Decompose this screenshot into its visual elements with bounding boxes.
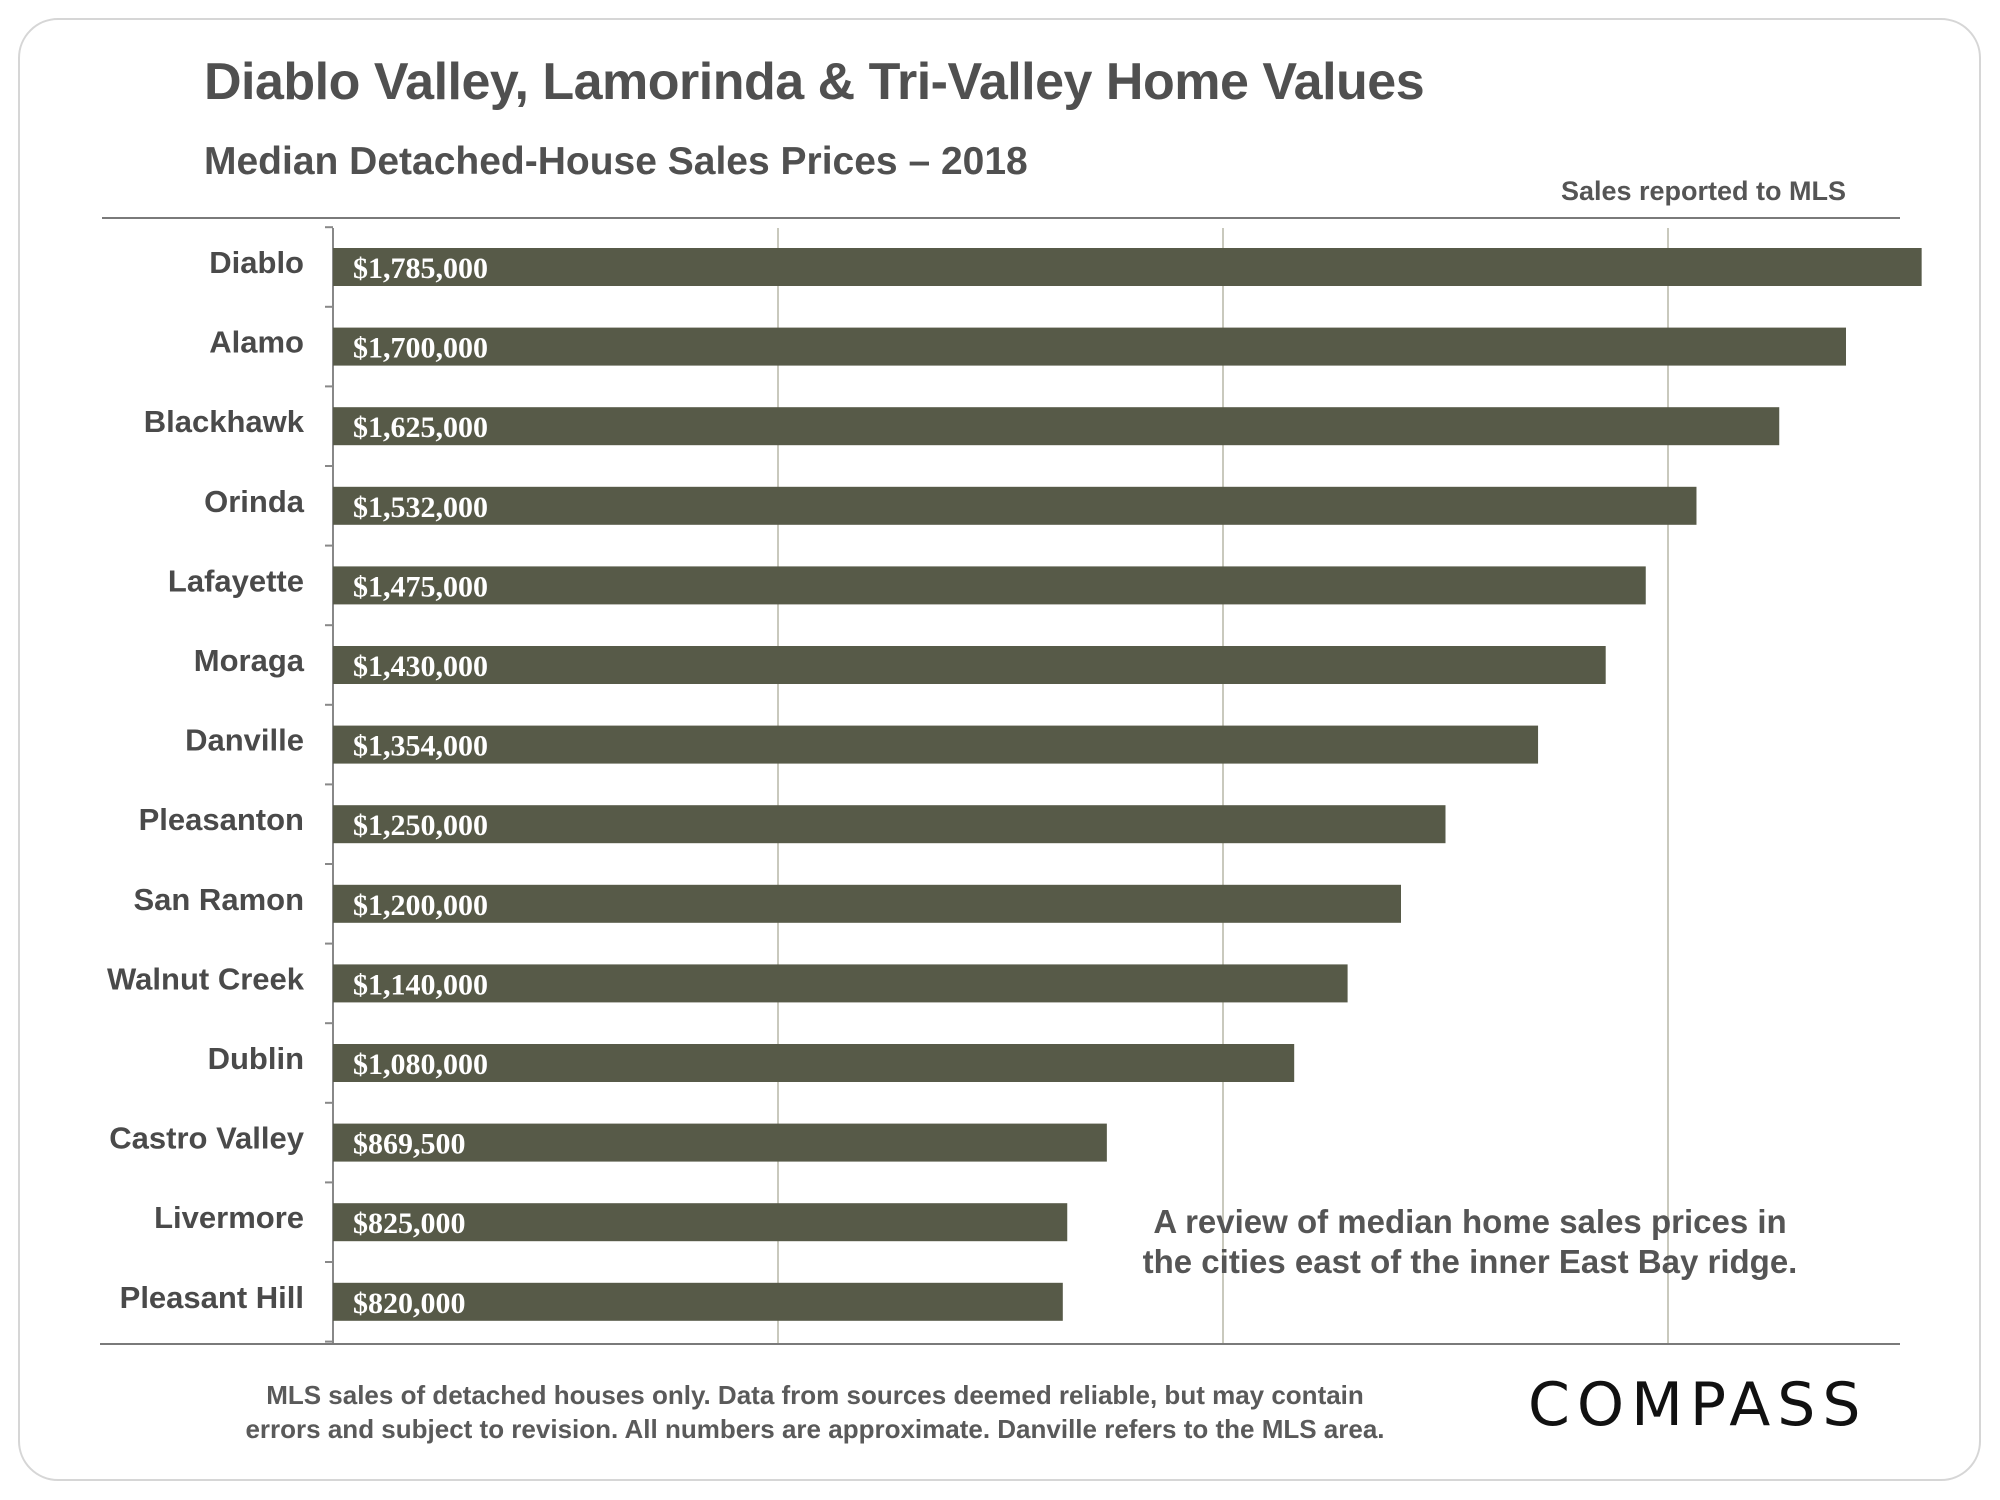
bar-value-label: $1,080,000	[353, 1048, 488, 1081]
chart-title: Diablo Valley, Lamorinda & Tri-Valley Ho…	[204, 53, 1425, 111]
bar-value-label: $825,000	[353, 1207, 466, 1240]
category-label: Castro Valley	[109, 1121, 304, 1156]
chart-card	[18, 18, 1981, 1481]
bar-value-label: $1,625,000	[353, 411, 488, 444]
source-note: Sales reported to MLS	[1560, 176, 1846, 206]
bar	[333, 1282, 1063, 1321]
category-label: Diablo	[209, 245, 304, 280]
category-label: Pleasant Hill	[120, 1280, 304, 1315]
bar-value-label: $1,700,000	[353, 332, 488, 365]
bar-value-label: $1,140,000	[353, 968, 488, 1001]
bar	[333, 486, 1697, 525]
bottom-rule	[100, 1343, 1900, 1345]
bar-value-label: $1,200,000	[353, 889, 488, 922]
bar-value-label: $869,500	[353, 1128, 466, 1161]
top-rule	[102, 217, 1900, 219]
category-label: Livermore	[154, 1200, 304, 1235]
footer-line: MLS sales of detached houses only. Data …	[266, 1380, 1364, 1410]
bar	[333, 327, 1846, 366]
category-label: Dublin	[208, 1041, 304, 1076]
bar	[333, 884, 1401, 923]
compass-logo: COMPASS	[1528, 1370, 1868, 1440]
annotation-line: the cities east of the inner East Bay ri…	[1142, 1243, 1798, 1280]
bar	[333, 407, 1780, 446]
bar-value-label: $1,475,000	[353, 570, 488, 603]
bar-value-label: $820,000	[353, 1287, 466, 1320]
bar	[333, 1044, 1295, 1082]
category-label: Lafayette	[168, 563, 304, 598]
bar	[333, 248, 1922, 286]
category-label: Pleasanton	[139, 802, 304, 837]
bar-value-label: $1,785,000	[353, 252, 488, 285]
bar	[333, 646, 1606, 684]
category-label: Blackhawk	[144, 404, 305, 439]
category-label: Walnut Creek	[107, 961, 305, 996]
bar	[333, 964, 1348, 1003]
chart-subtitle: Median Detached-House Sales Prices – 201…	[204, 140, 1028, 183]
category-label: Danville	[185, 723, 304, 758]
bar-value-label: $1,354,000	[353, 730, 488, 763]
bar	[333, 1203, 1068, 1242]
bar-value-label: $1,532,000	[353, 491, 488, 524]
category-label: Alamo	[209, 325, 304, 360]
bar	[333, 1123, 1107, 1162]
footer-disclaimer: MLS sales of detached houses only. Data …	[180, 1378, 1450, 1446]
category-label: Moraga	[194, 643, 305, 678]
bar	[333, 805, 1446, 844]
category-label: San Ramon	[133, 882, 304, 917]
chart-annotation: A review of median home sales prices in …	[1100, 1202, 1840, 1282]
bar	[333, 725, 1539, 764]
bar	[333, 566, 1646, 605]
footer-line: errors and subject to revision. All numb…	[245, 1414, 1385, 1444]
bar-value-label: $1,250,000	[353, 809, 488, 842]
annotation-line: A review of median home sales prices in	[1153, 1203, 1787, 1240]
bar-value-label: $1,430,000	[353, 650, 488, 683]
category-label: Orinda	[204, 484, 305, 519]
